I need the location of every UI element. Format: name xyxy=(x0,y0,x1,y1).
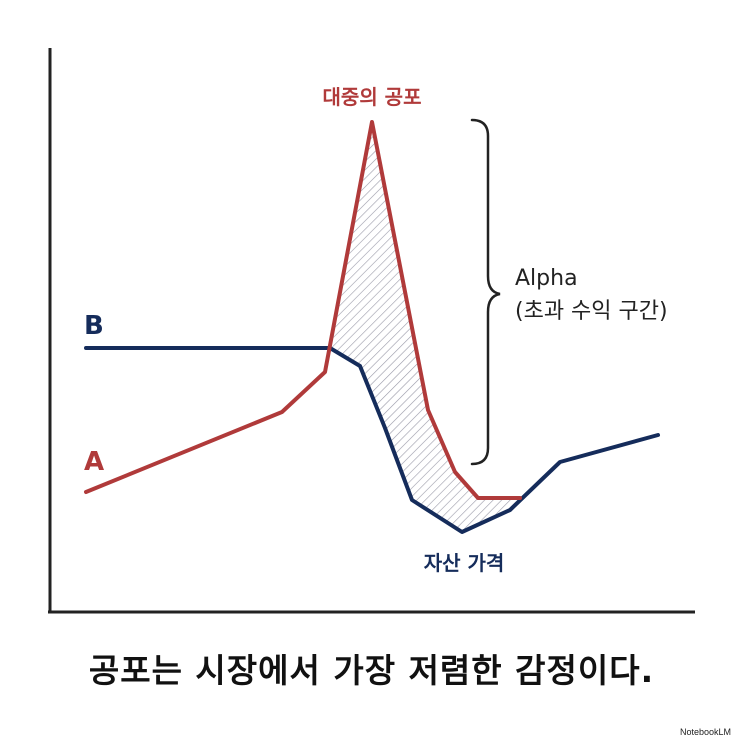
alpha-label-line2: (초과 수익 구간) xyxy=(515,299,668,324)
peak-label: 대중의 공포 xyxy=(323,85,422,109)
line-b xyxy=(84,346,660,534)
line-b-label: B xyxy=(84,311,104,341)
caption-text: 공포는 시장에서 가장 저렴한 감정이다. xyxy=(88,651,655,690)
alpha-brace xyxy=(470,118,501,466)
alpha-label-line1: Alpha xyxy=(515,266,578,291)
line-a-label: A xyxy=(84,447,104,477)
alpha-region xyxy=(330,122,520,532)
watermark-logo: NotebookLM xyxy=(679,727,731,737)
trough-label: 자산 가격 xyxy=(424,551,505,575)
line-a xyxy=(84,120,522,500)
